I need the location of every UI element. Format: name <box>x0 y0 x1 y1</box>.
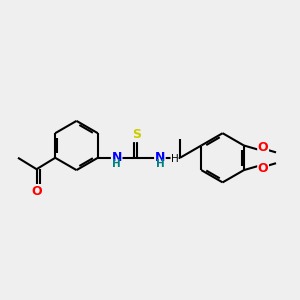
Text: H: H <box>112 159 121 170</box>
Text: O: O <box>258 141 268 154</box>
Text: H: H <box>171 154 178 164</box>
Text: N: N <box>112 151 122 164</box>
Text: O: O <box>31 184 42 198</box>
Text: N: N <box>155 151 165 164</box>
Text: S: S <box>132 128 141 142</box>
Text: O: O <box>258 161 268 175</box>
Text: H: H <box>155 159 164 170</box>
